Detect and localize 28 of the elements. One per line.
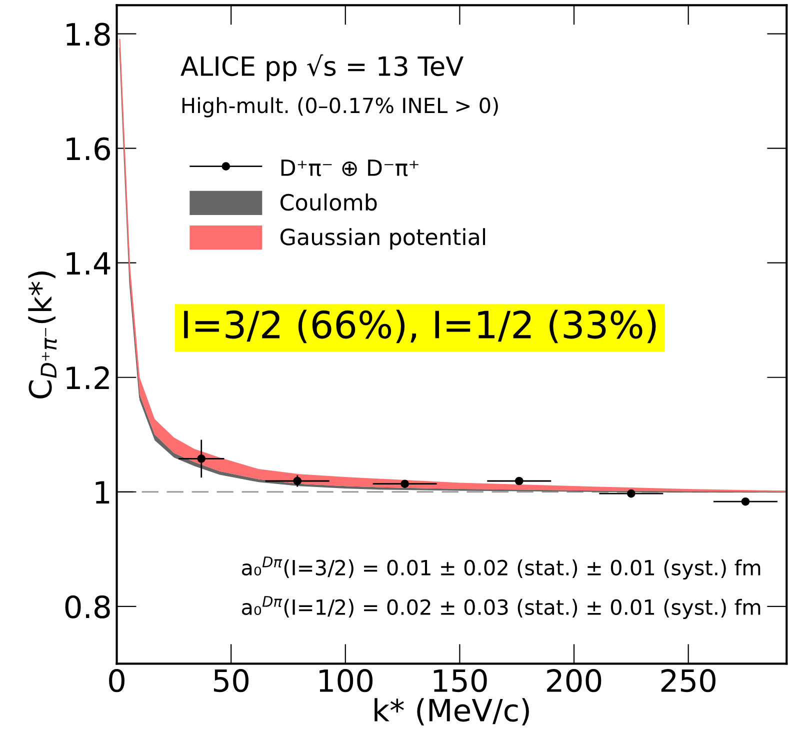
- y-tick-label: 1: [96, 481, 110, 504]
- legend-label: D⁺π⁻ ⊕ D⁻π⁺: [281, 160, 418, 176]
- annotation: High-mult. (0–0.17% INEL > 0): [182, 97, 498, 118]
- point: [627, 489, 636, 498]
- legend-label: Gaussian potential: [280, 228, 486, 250]
- x-axis-title: k* (MeV/c): [374, 698, 529, 726]
- point: [293, 476, 302, 486]
- annotation: a₀$^{Dπ}$(I=3/2) = 0.01 ± 0.02 (stat.) ± 0.01 (syst.) fm: [242, 556, 760, 580]
- x-tick-label: 150: [434, 669, 487, 692]
- y-tick-label: 1.8: [66, 22, 110, 46]
- point: [197, 454, 206, 463]
- x-tick-label: 50: [214, 669, 248, 692]
- y-axis-title: C$_{D⁺π⁻}$(k*): [28, 272, 57, 398]
- point: [741, 497, 750, 506]
- point: [400, 480, 409, 488]
- y-tick-label: 1.2: [66, 366, 109, 389]
- y-tick-label: 1.4: [66, 252, 110, 274]
- y-tick-label: 1.6: [66, 137, 110, 160]
- x-tick-label: 100: [320, 669, 373, 692]
- annotation: a₀$^{Dπ}$(I=1/2) = 0.02 ± 0.03 (stat.) ± 0.01 (syst.) fm: [242, 596, 760, 620]
- annotation: ALICE pp √s = 13 TeV: [180, 54, 464, 82]
- y-tick-label: 0.8: [65, 595, 110, 618]
- point: [514, 476, 524, 486]
- annotation: I=3/2 (66%), I=1/2 (33%): [184, 310, 656, 344]
- x-tick-label: 250: [661, 669, 716, 692]
- x-tick-label: 0: [109, 669, 124, 692]
- legend-label: Coulomb: [280, 194, 377, 211]
- x-tick-label: 200: [547, 669, 602, 692]
